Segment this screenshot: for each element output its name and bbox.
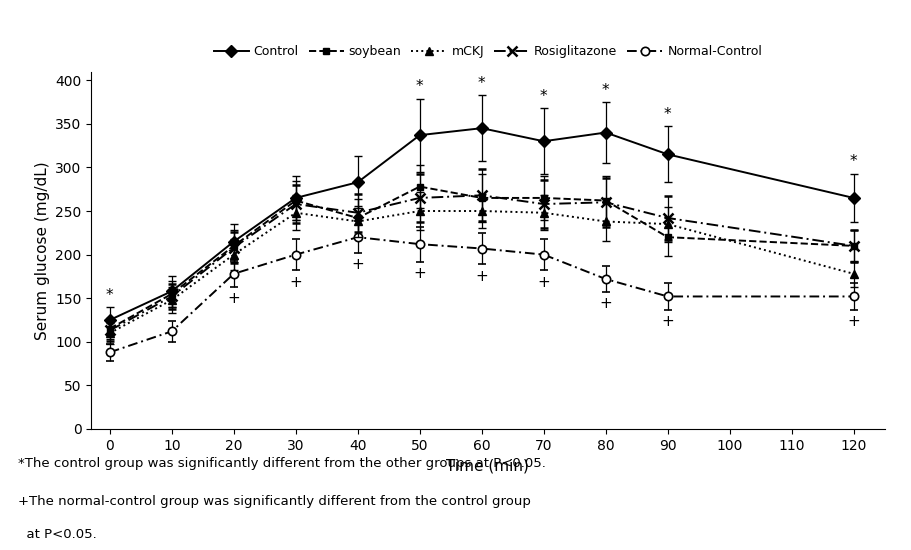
Text: *: * (601, 82, 609, 98)
Text: *: * (477, 76, 485, 91)
Text: +: + (537, 274, 549, 290)
Text: *: * (106, 288, 114, 303)
Text: *: * (539, 89, 547, 104)
Text: +: + (475, 268, 487, 284)
Text: +: + (413, 266, 425, 281)
Text: *: * (663, 107, 670, 122)
Text: *: * (849, 154, 856, 169)
Text: +: + (599, 296, 611, 311)
Legend: Control, soybean, mCKJ, Rosiglitazone, Normal-Control: Control, soybean, mCKJ, Rosiglitazone, N… (213, 45, 762, 58)
X-axis label: Time (min): Time (min) (446, 458, 528, 474)
Text: +: + (660, 314, 673, 329)
Text: +: + (846, 314, 859, 329)
Text: +: + (289, 274, 302, 290)
Text: +: + (227, 292, 240, 306)
Y-axis label: Serum glucose (mg/dL): Serum glucose (mg/dL) (35, 161, 49, 339)
Text: at P<0.05.: at P<0.05. (18, 528, 97, 541)
Text: +The normal-control group was significantly different from the control group: +The normal-control group was significan… (18, 495, 530, 508)
Text: *The control group was significantly different from the other groups at P<0.05.: *The control group was significantly dif… (18, 456, 546, 470)
Text: +: + (351, 257, 363, 272)
Text: *: * (415, 79, 423, 94)
